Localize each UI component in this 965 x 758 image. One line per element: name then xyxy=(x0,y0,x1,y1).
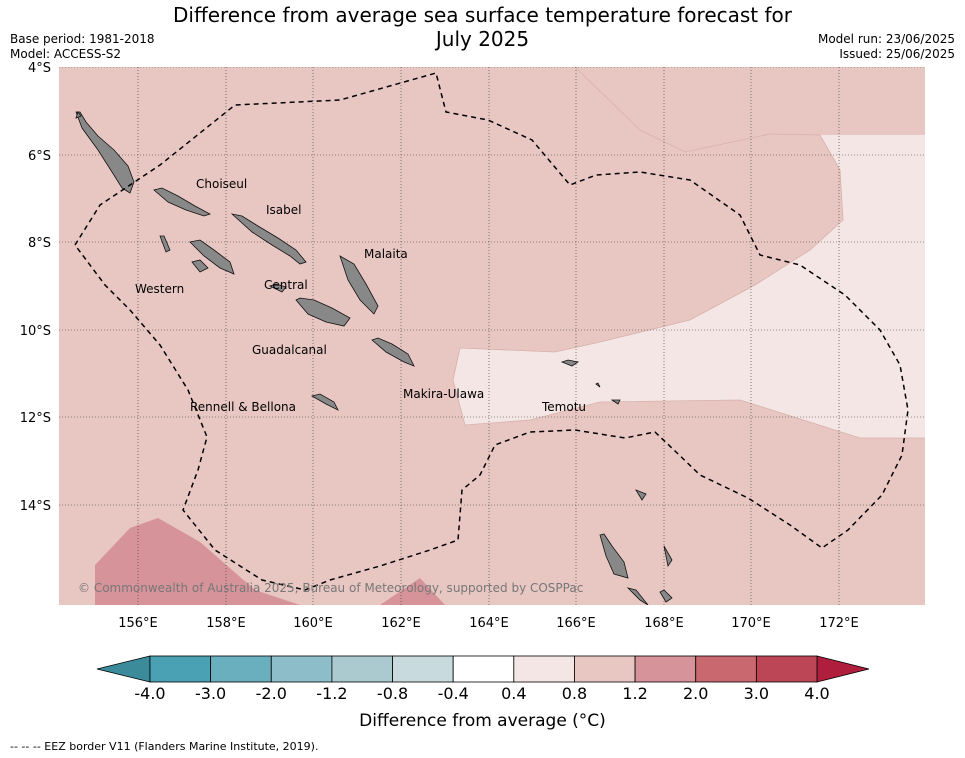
island-guadalcanal xyxy=(295,297,351,327)
place-label: Isabel xyxy=(266,203,301,217)
place-label: Choiseul xyxy=(196,177,247,191)
colorbar-cell xyxy=(210,655,272,683)
place-label: Rennell & Bellona xyxy=(190,400,296,414)
colorbar: -4.0 -3.0 -2.0 -1.2 -0.8 -0.4 0.4 0.8 1.2 2.0 3.0 4… xyxy=(96,655,870,703)
lon-label: 156°E xyxy=(118,616,158,631)
lon-label: 164°E xyxy=(469,616,509,631)
lat-label: 12°S xyxy=(20,411,51,426)
colorbar-cell xyxy=(634,655,697,683)
lon-label: 162°E xyxy=(381,616,421,631)
colorbar-tick-label: -1.2 xyxy=(316,684,347,703)
colorbar-tick-label: 4.0 xyxy=(804,684,829,703)
colorbar-title: Difference from average (°C) xyxy=(359,711,606,731)
anomaly-band-1.2-2.0-east xyxy=(380,578,445,605)
land-masses xyxy=(75,111,673,605)
model-run: Model run: 23/06/2025 xyxy=(817,32,955,46)
issued-date: Issued: 25/06/2025 xyxy=(839,47,955,61)
island-rennell xyxy=(310,393,339,411)
anomaly-band-0.4-0.8 xyxy=(453,67,925,438)
longitude-axis: 156°E 158°E 160°E 162°E 164°E 166°E 168°… xyxy=(118,616,859,631)
colorbar-tick-label: 0.4 xyxy=(501,684,526,703)
title-line-1: Difference from average sea surface temp… xyxy=(172,3,792,27)
colorbar-cell xyxy=(574,655,636,683)
lat-label: 4°S xyxy=(28,61,51,76)
colorbar-tick-label: 0.8 xyxy=(562,684,587,703)
colorbar-tick-label: -2.0 xyxy=(256,684,287,703)
colorbar-cell xyxy=(270,655,333,683)
colorbar-cell xyxy=(392,655,454,683)
base-period: Base period: 1981-2018 xyxy=(10,32,155,46)
colorbar-tick-label: 2.0 xyxy=(683,684,708,703)
island-malaita xyxy=(339,255,379,315)
anomaly-band-1.2-2.0 xyxy=(95,518,300,605)
island-choiseul xyxy=(153,187,212,217)
island-santa-cruz xyxy=(560,359,580,367)
colorbar-cell xyxy=(755,655,818,683)
lat-label: 10°S xyxy=(20,324,51,339)
map-area: Choiseul Isabel Malaita Western Central … xyxy=(59,67,925,605)
title-line-2: July 2025 xyxy=(435,27,530,51)
chart-title: Difference from average sea surface temp… xyxy=(150,3,815,51)
island-makira xyxy=(371,337,415,367)
meta-right: Model run: 23/06/2025 Issued: 25/06/2025 xyxy=(818,32,955,62)
lon-label: 158°E xyxy=(206,616,246,631)
model-name: Model: ACCESS-S2 xyxy=(10,47,122,61)
place-label: Makira-Ulawa xyxy=(403,387,484,401)
lat-label: 14°S xyxy=(20,499,51,514)
footnote: -- -- -- EEZ border V11 (Flanders Marine… xyxy=(10,740,319,753)
colorbar-cell xyxy=(452,655,515,683)
colorbar-high-extend xyxy=(816,655,870,683)
lon-label: 170°E xyxy=(731,616,771,631)
colorbar-tick-label: 1.2 xyxy=(622,684,647,703)
copyright-credit: © Commonwealth of Australia 2025, Bureau… xyxy=(78,581,583,595)
lon-label: 172°E xyxy=(819,616,859,631)
colorbar-tick-label: 3.0 xyxy=(744,684,769,703)
contour-0.8 xyxy=(452,67,925,439)
colorbar-cell xyxy=(331,655,393,683)
island-central xyxy=(268,283,287,293)
colorbar-cell xyxy=(149,655,212,683)
colorbar-low-extend xyxy=(96,655,151,683)
place-label: Guadalcanal xyxy=(252,343,327,357)
colorbar-cell xyxy=(513,655,575,683)
lon-label: 160°E xyxy=(293,616,333,631)
colorbar-tick-label: -0.8 xyxy=(377,684,408,703)
colorbar-tick-label: -4.0 xyxy=(134,684,165,703)
lat-label: 6°S xyxy=(28,149,51,164)
colorbar-cell xyxy=(695,655,757,683)
eez-border xyxy=(74,72,909,591)
place-label: Western xyxy=(135,282,184,296)
colorbar-tick-label: -3.0 xyxy=(195,684,226,703)
lon-label: 168°E xyxy=(644,616,684,631)
colorbar-tick-label: -0.4 xyxy=(438,684,469,703)
lat-label: 8°S xyxy=(28,236,51,251)
island-choiseul-west xyxy=(75,111,135,194)
island-isabel xyxy=(230,213,307,265)
latitude-axis: 4°S 6°S 8°S 10°S 12°S 14°S xyxy=(20,61,51,514)
island-vanuatu-north xyxy=(599,533,629,579)
lon-label: 166°E xyxy=(556,616,596,631)
island-new-georgia xyxy=(189,239,235,275)
place-label: Temotu xyxy=(541,400,586,414)
place-label: Malaita xyxy=(364,247,408,261)
place-label: Central xyxy=(264,278,308,292)
meta-left: Base period: 1981-2018 Model: ACCESS-S2 xyxy=(10,32,155,62)
